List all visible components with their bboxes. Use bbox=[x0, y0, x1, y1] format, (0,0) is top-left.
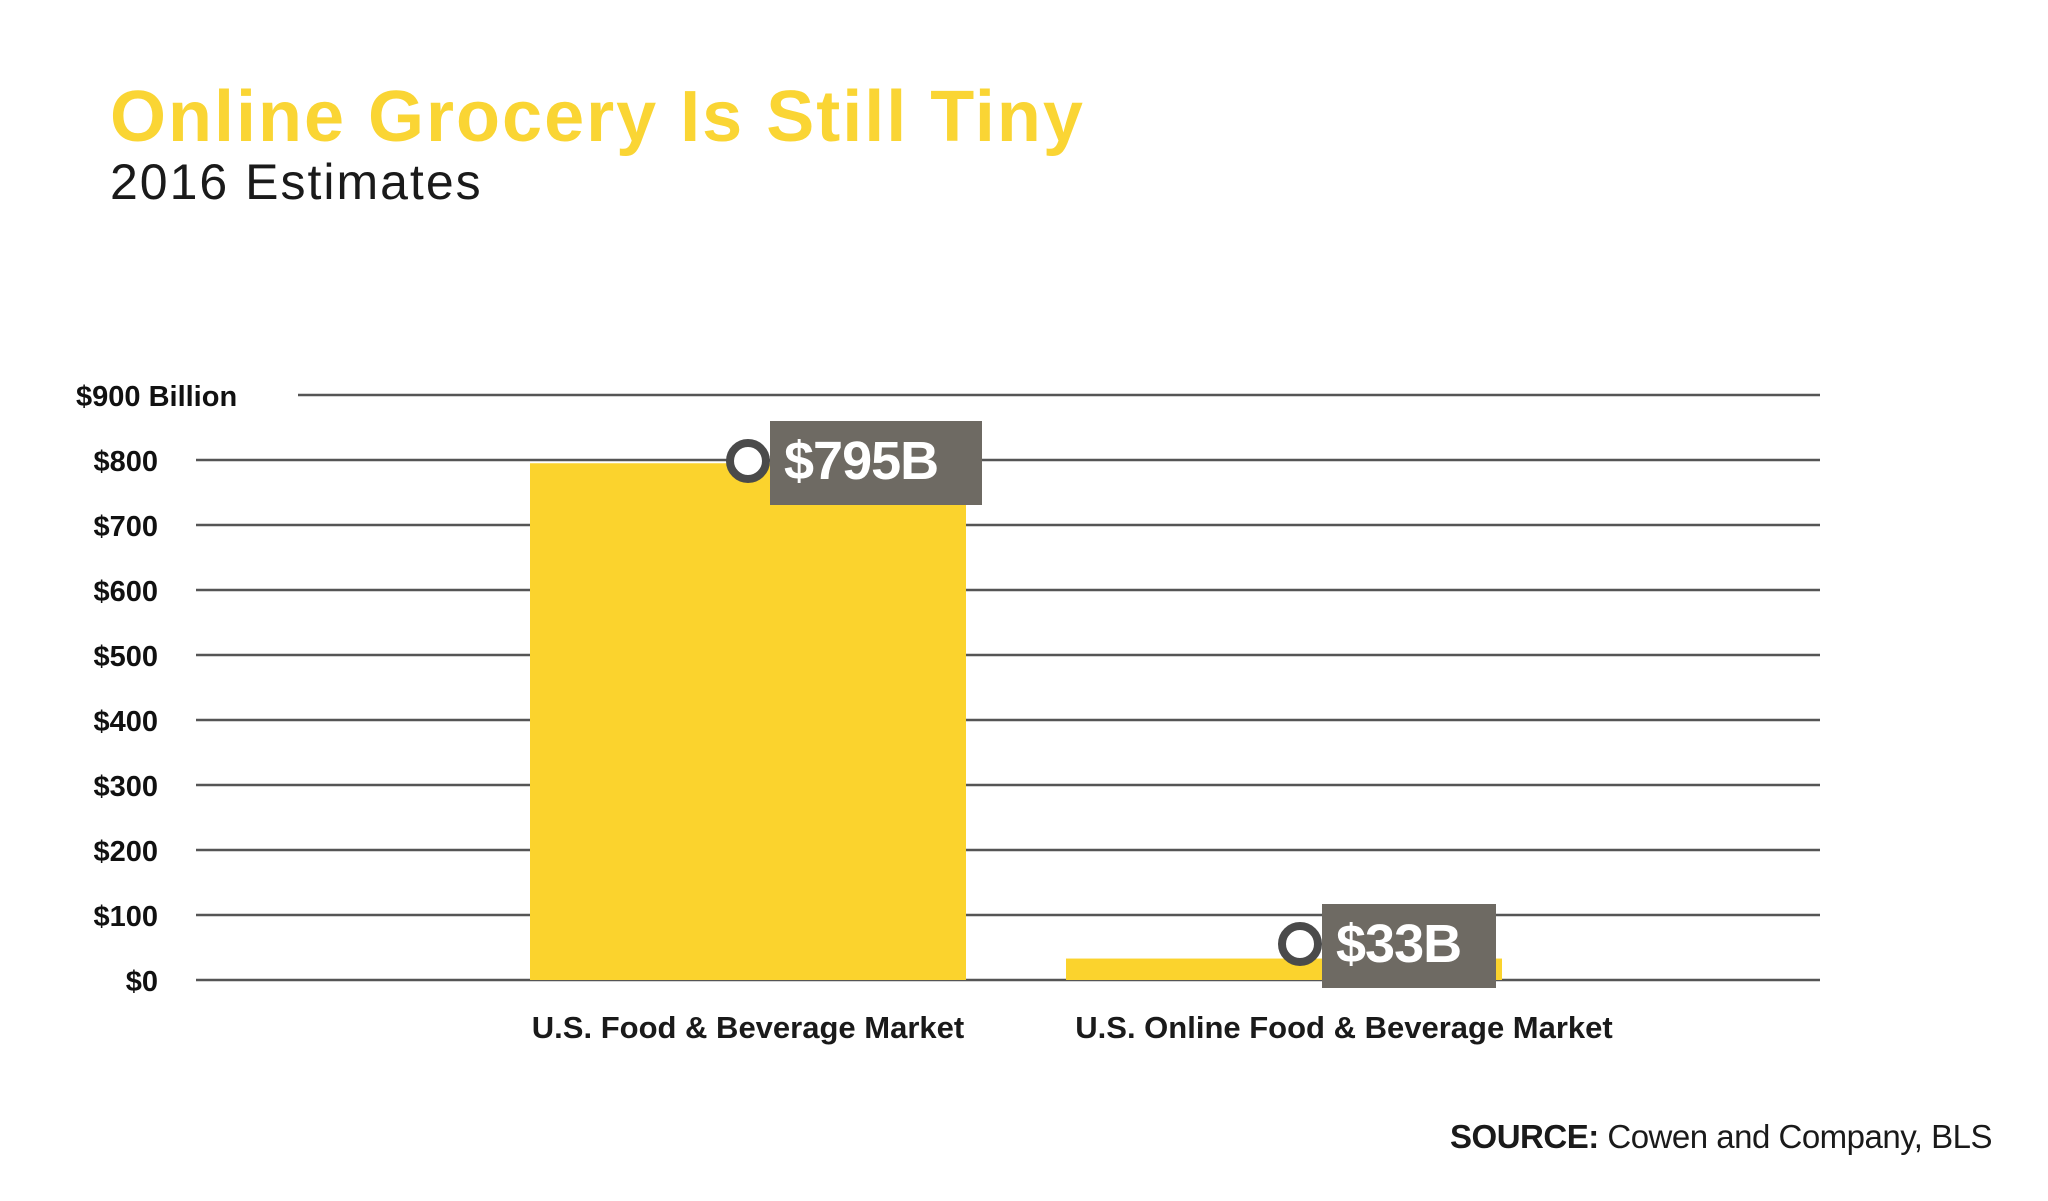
y-tick-label: $0 bbox=[126, 966, 158, 998]
x-category-label: U.S. Online Food & Beverage Market bbox=[1075, 1010, 1612, 1045]
y-tick-label: $400 bbox=[93, 706, 158, 738]
chart-title: Online Grocery Is Still Tiny bbox=[110, 77, 1085, 157]
x-category-label: U.S. Food & Beverage Market bbox=[532, 1010, 964, 1045]
y-tick-label: $900 Billion bbox=[76, 381, 237, 413]
chart-subtitle: 2016 Estimates bbox=[110, 154, 483, 210]
y-tick-label: $200 bbox=[93, 836, 158, 868]
gridlines bbox=[196, 393, 1820, 982]
data-label-box bbox=[1322, 904, 1496, 988]
source-note: SOURCE: Cowen and Company, BLS bbox=[1450, 1118, 1992, 1156]
y-tick-label: $800 bbox=[93, 446, 158, 478]
y-tick-label: $100 bbox=[93, 901, 158, 933]
data-label: $33B bbox=[1336, 914, 1461, 974]
source-label: SOURCE: bbox=[1450, 1118, 1599, 1155]
source-text: Cowen and Company, BLS bbox=[1607, 1118, 1992, 1155]
y-tick-label: $500 bbox=[93, 641, 158, 673]
data-label: $795B bbox=[784, 431, 938, 491]
bar bbox=[530, 463, 966, 980]
y-tick-label: $700 bbox=[93, 511, 158, 543]
y-tick-label: $600 bbox=[93, 576, 158, 608]
data-label-box bbox=[770, 421, 982, 505]
data-label-marker bbox=[1278, 922, 1322, 966]
y-axis-tick-labels: $0 $100 $200 $300 $400 $500 $600 $700 $800 $900 B… bbox=[76, 381, 237, 998]
data-label-marker bbox=[726, 439, 770, 483]
bars bbox=[530, 463, 1502, 980]
y-tick-label: $300 bbox=[93, 771, 158, 803]
data-labels: $795B $33B bbox=[726, 421, 1496, 988]
x-axis-category-labels: U.S. Food & Beverage Market U.S. Online F… bbox=[532, 1010, 1613, 1045]
